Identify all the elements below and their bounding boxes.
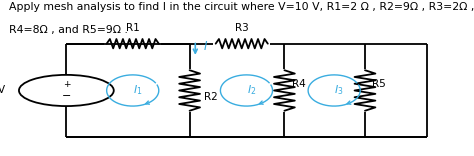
Text: R4: R4 [292, 79, 305, 89]
Text: Apply mesh analysis to find I in the circuit where V=10 V, R1=2 Ω , R2=9Ω , R3=2: Apply mesh analysis to find I in the cir… [9, 2, 474, 12]
Text: $I_1$: $I_1$ [133, 84, 142, 97]
Text: R1: R1 [126, 23, 140, 33]
Text: R2: R2 [204, 92, 218, 102]
Text: I: I [204, 40, 207, 53]
Text: R4=8Ω , and R5=9Ω .: R4=8Ω , and R5=9Ω . [9, 25, 128, 35]
Text: V: V [0, 85, 5, 95]
Text: −: − [62, 91, 71, 101]
Text: R5: R5 [372, 79, 386, 89]
Text: R3: R3 [235, 23, 249, 33]
Text: +: + [63, 80, 70, 89]
Text: $I_3$: $I_3$ [334, 84, 344, 97]
Text: $I_2$: $I_2$ [246, 84, 256, 97]
